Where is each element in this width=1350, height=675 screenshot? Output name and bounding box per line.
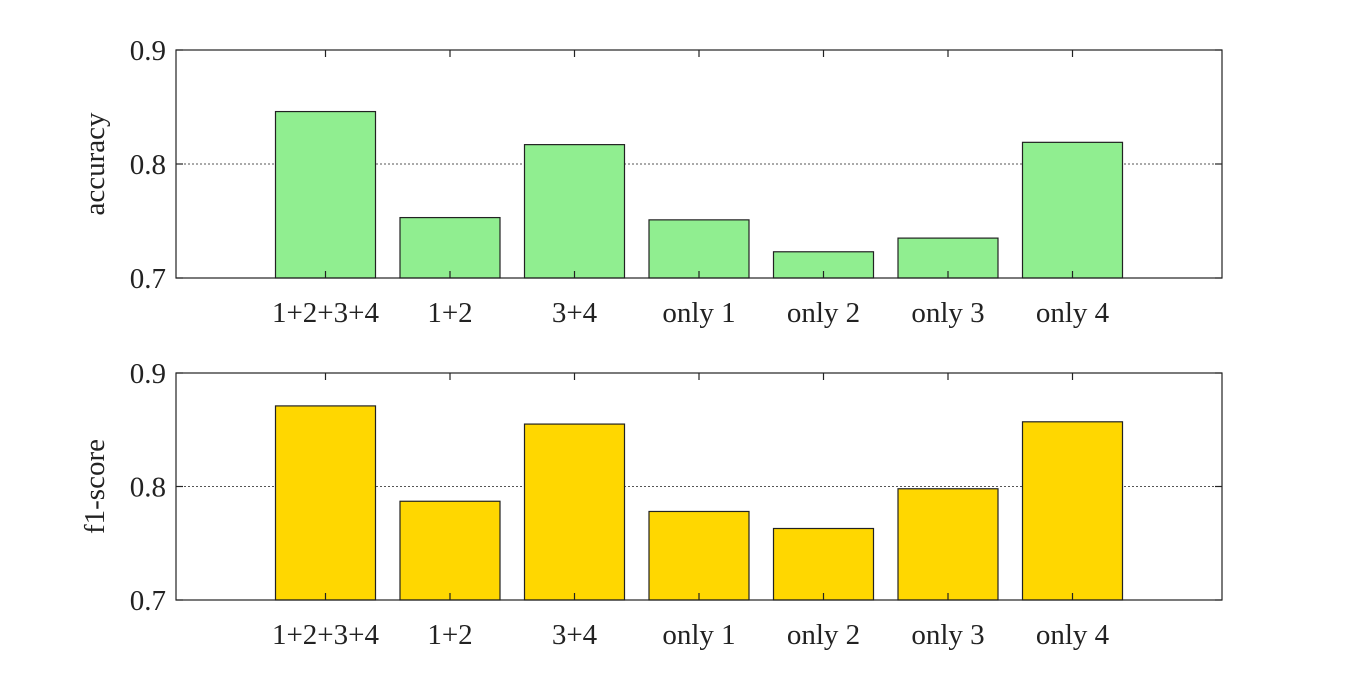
y-axis-label: accuracy: [79, 112, 111, 216]
x-tick-label: 3+4: [552, 297, 598, 329]
y-tick-label: 0.8: [130, 149, 166, 181]
bar-only-1: [648, 510, 750, 601]
x-tick-label: only 1: [662, 619, 735, 651]
bar-only-4: [1021, 141, 1124, 279]
bar-3-4: [523, 144, 626, 279]
x-tick-label: only 1: [662, 297, 735, 329]
x-tick-label: only 2: [787, 619, 860, 651]
x-tick-label: only 3: [911, 619, 984, 651]
bar-3-4: [523, 423, 626, 601]
y-tick-label: 0.7: [130, 263, 166, 295]
bar-1-2: [399, 500, 501, 601]
bar-only-4: [1021, 421, 1124, 601]
y-tick-label: 0.7: [130, 585, 166, 617]
x-tick-label: 1+2+3+4: [272, 297, 380, 329]
bar-1-2-3-4: [274, 405, 377, 601]
x-tick-label: only 3: [911, 297, 984, 329]
x-tick-label: 1+2+3+4: [272, 619, 380, 651]
y-tick-label: 0.8: [130, 472, 166, 504]
x-tick-label: only 4: [1036, 297, 1110, 329]
y-tick-label: 0.9: [130, 358, 166, 390]
bar-only-3: [897, 488, 999, 601]
y-axis-label: f1-score: [79, 439, 111, 534]
y-tick-label: 0.9: [130, 35, 166, 67]
x-tick-label: 1+2: [427, 619, 472, 651]
chart-panel-1: 0.7 0.8 0.9 1+2+3+4 1+2 3+4 only 1 only 2 only 3…: [79, 35, 1223, 329]
x-tick-label: only 4: [1036, 619, 1110, 651]
bar-only-1: [648, 219, 750, 279]
x-tick-label: 1+2: [427, 297, 472, 329]
x-tick-label: 3+4: [552, 619, 598, 651]
bar-1-2: [399, 216, 501, 279]
bar-1-2-3-4: [274, 110, 377, 279]
x-tick-label: only 2: [787, 297, 860, 329]
bar-only-2: [772, 527, 875, 601]
chart-panel-2: 0.7 0.8 0.9 1+2+3+4 1+2 3+4 only 1 only 2 only 3…: [79, 358, 1223, 651]
